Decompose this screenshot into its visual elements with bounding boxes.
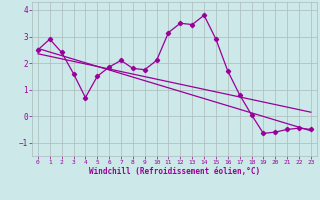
X-axis label: Windchill (Refroidissement éolien,°C): Windchill (Refroidissement éolien,°C) [89, 167, 260, 176]
